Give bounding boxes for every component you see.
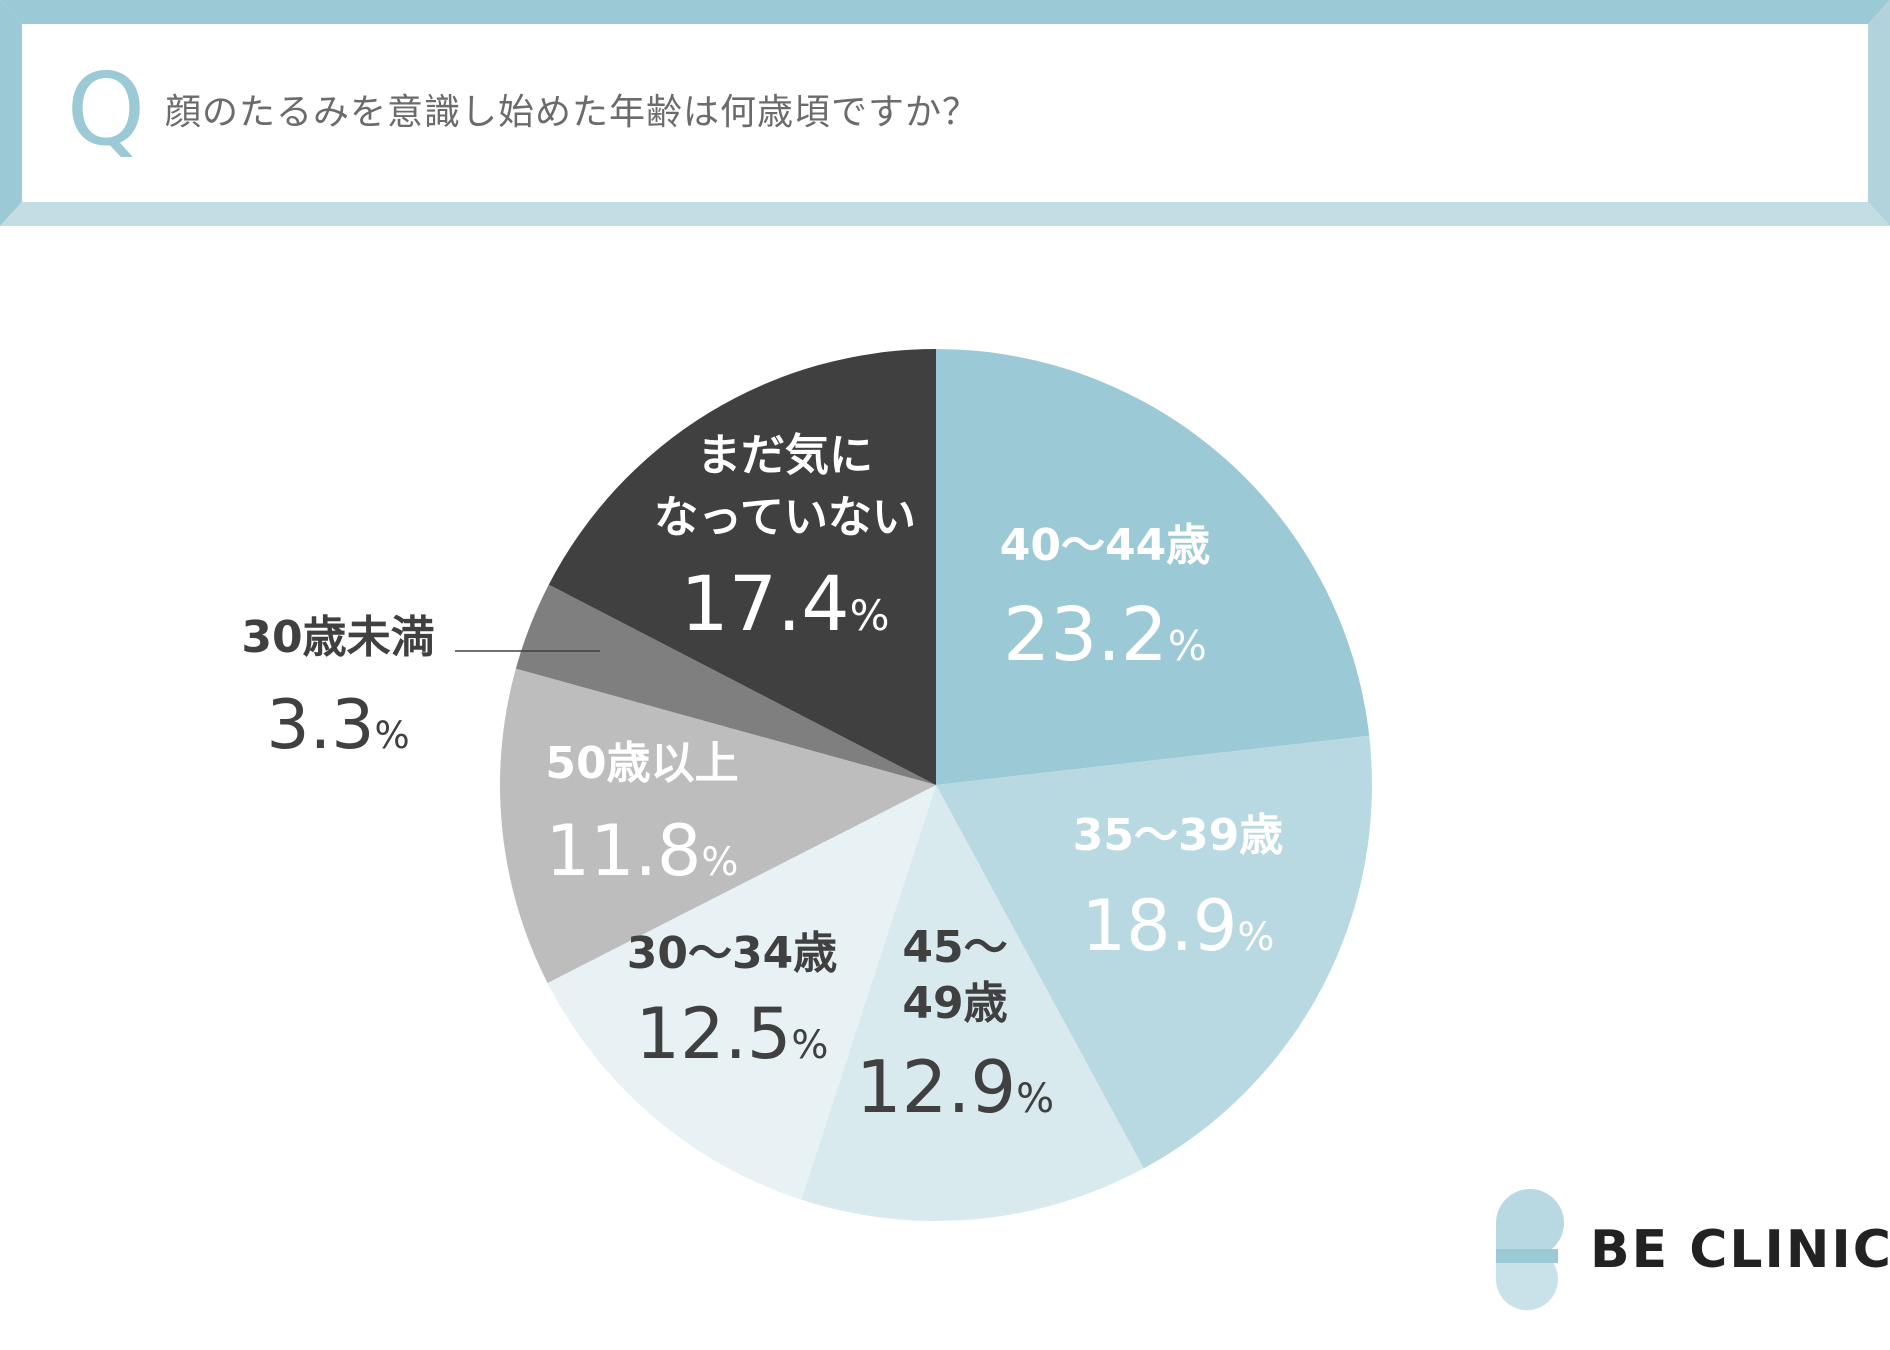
question-header-frame: [0, 0, 1890, 226]
slice-label: 50歳以上: [545, 738, 738, 789]
frame-right-band: [1868, 0, 1890, 226]
question-panel: [22, 24, 1868, 202]
slice-label: 45〜: [902, 922, 1007, 973]
pie-slice: [500, 668, 936, 983]
frame-bottom-band: [0, 202, 1890, 226]
slice-label: 30歳未満: [241, 612, 434, 663]
slice-value-number: 3.3: [266, 686, 374, 765]
frame-left-band: [0, 0, 22, 226]
slice-value: 11.8%: [546, 810, 739, 892]
pie-slice: [801, 785, 1144, 1221]
slice-value-number: 11.8: [546, 810, 702, 892]
slice-value-number: 12.5: [636, 993, 792, 1075]
slice-value-number: 17.4: [680, 559, 849, 648]
slice-value-number: 23.2: [1003, 592, 1168, 678]
slice-value-unit: %: [791, 1023, 828, 1068]
slice-value: 12.9%: [856, 1045, 1054, 1129]
question-q-mark: Q: [66, 51, 146, 168]
pie-slices: [500, 349, 1372, 1221]
slice-label: まだ気に: [697, 430, 873, 481]
slice-value: 18.9%: [1082, 885, 1275, 967]
slice-value: 23.2%: [1003, 592, 1207, 678]
slice-value: 3.3%: [266, 686, 409, 765]
slice-label: 35〜39歳: [1073, 810, 1283, 861]
slice-label: 30〜34歳: [627, 928, 837, 979]
slice-value-unit: %: [701, 840, 738, 885]
pie-slice: [936, 349, 1370, 785]
question-text: 顔のたるみを意識し始めた年齢は何歳頃ですか？: [165, 92, 980, 133]
slice-value: 17.4%: [680, 559, 889, 648]
logo-text: BE CLINIC: [1590, 1220, 1890, 1280]
slice-value: 12.5%: [636, 993, 829, 1075]
pie-slice: [547, 785, 936, 1200]
logo-mark-band: [1496, 1249, 1558, 1263]
be-clinic-logo: BE CLINIC: [1490, 1185, 1890, 1315]
slice-value-unit: %: [1237, 915, 1274, 960]
pie-labels: 40〜44歳 23.2% 35〜39歳 18.9% 45〜49歳 12.9% 30〜34歳 1…: [241, 430, 1283, 1129]
frame-top-band: [0, 0, 1890, 24]
slice-label: なっていない: [654, 492, 916, 543]
slice-label: 49歳: [902, 978, 1007, 1029]
pie-slice: [548, 349, 936, 785]
slice-value-number: 12.9: [856, 1045, 1016, 1129]
slice-value-unit: %: [374, 714, 409, 757]
logo-mark-icon: [1496, 1189, 1564, 1311]
slice-value-unit: %: [1016, 1076, 1054, 1122]
slice-value-unit: %: [1168, 622, 1207, 670]
pie-slice: [515, 584, 936, 785]
slice-value-unit: %: [850, 591, 890, 640]
slice-value-number: 18.9: [1082, 885, 1238, 967]
logo-mark-bottom: [1496, 1249, 1558, 1311]
slice-label: 40〜44歳: [1000, 520, 1210, 571]
pie-slice: [936, 735, 1372, 1169]
logo-mark-top: [1496, 1189, 1564, 1257]
